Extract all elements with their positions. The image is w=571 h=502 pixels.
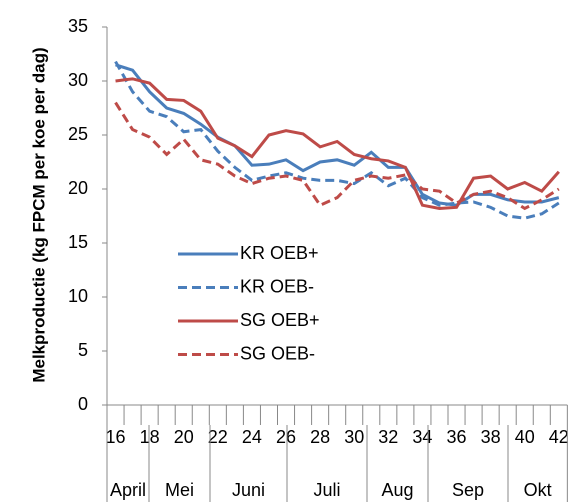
series-line bbox=[115, 63, 560, 207]
month-label: Mei bbox=[165, 480, 194, 500]
y-tick-label: 10 bbox=[68, 286, 88, 306]
y-tick-label: 15 bbox=[68, 232, 88, 252]
legend-label: KR OEB+ bbox=[240, 243, 319, 263]
x-tick-label: 16 bbox=[106, 427, 126, 447]
series-line bbox=[115, 77, 560, 210]
month-label: Juli bbox=[313, 480, 340, 500]
month-label: Juni bbox=[232, 480, 265, 500]
legend-label: SG OEB- bbox=[240, 343, 315, 363]
y-tick-label: 5 bbox=[78, 340, 88, 360]
month-label: Aug bbox=[381, 480, 413, 500]
y-axis-label: Melkproductie (kg FPCM per koe per dag) bbox=[29, 47, 48, 382]
x-tick-label: 42 bbox=[549, 427, 569, 447]
y-tick-label: 20 bbox=[68, 178, 88, 198]
series-line bbox=[114, 60, 560, 220]
x-tick-label: 22 bbox=[208, 427, 228, 447]
x-tick-label: 32 bbox=[378, 427, 398, 447]
x-tick-label: 34 bbox=[412, 427, 432, 447]
x-tick-label: 20 bbox=[174, 427, 194, 447]
month-label: Okt bbox=[524, 480, 552, 500]
x-tick-label: 40 bbox=[515, 427, 535, 447]
x-tick-label: 24 bbox=[242, 427, 262, 447]
x-tick-label: 38 bbox=[481, 427, 501, 447]
month-label: April bbox=[110, 480, 146, 500]
series-line bbox=[114, 101, 560, 211]
x-tick-label: 26 bbox=[276, 427, 296, 447]
legend-label: SG OEB+ bbox=[240, 310, 320, 330]
legend-label: KR OEB- bbox=[240, 276, 314, 296]
y-tick-label: 30 bbox=[68, 70, 88, 90]
x-tick-label: 28 bbox=[310, 427, 330, 447]
month-label: Sep bbox=[452, 480, 484, 500]
x-tick-label: 36 bbox=[447, 427, 467, 447]
y-tick-label: 0 bbox=[78, 394, 88, 414]
y-tick-label: 35 bbox=[68, 16, 88, 36]
x-tick-label: 18 bbox=[140, 427, 160, 447]
y-tick-label: 25 bbox=[68, 124, 88, 144]
x-tick-label: 30 bbox=[344, 427, 364, 447]
